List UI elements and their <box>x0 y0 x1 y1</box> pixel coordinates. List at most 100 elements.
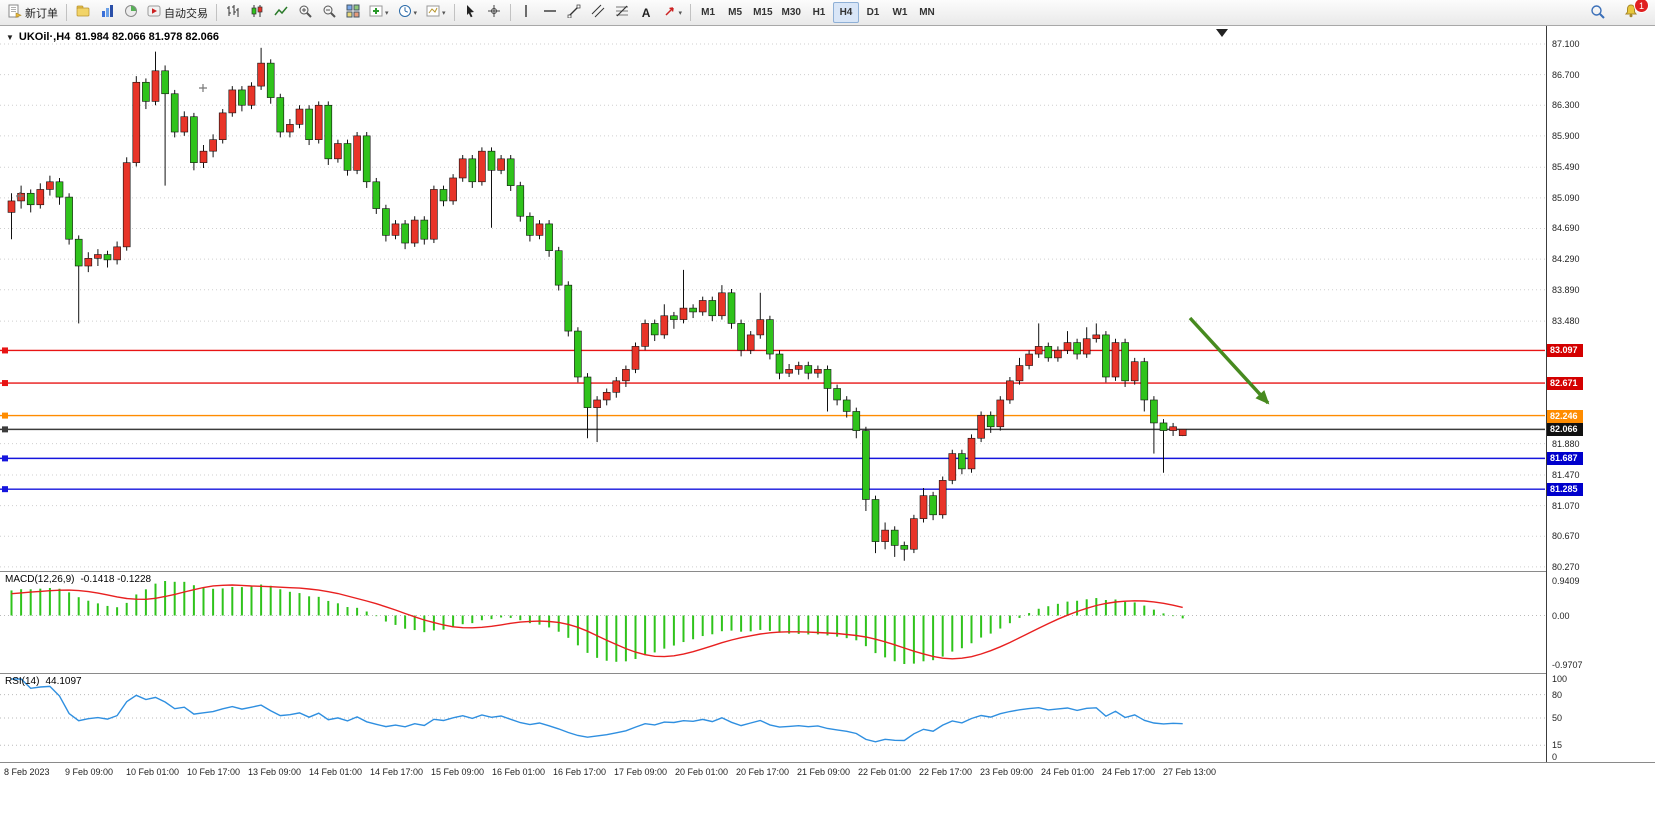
time-axis-label: 21 Feb 09:00 <box>797 767 851 777</box>
price-axis-label: 85.490 <box>1552 162 1580 173</box>
market-watch-button[interactable] <box>95 2 118 23</box>
arrows-tool-button[interactable]: ▾ <box>659 2 687 23</box>
line-chart-icon <box>273 4 288 21</box>
price-axis-label: 87.100 <box>1552 38 1580 49</box>
toolbar-separator <box>66 4 67 21</box>
timeframe-m15[interactable]: M15 <box>753 7 773 18</box>
price-axis-label: 83.890 <box>1552 284 1580 295</box>
vertical-line-tool-button[interactable] <box>515 2 538 23</box>
time-axis-label: 14 Feb 17:00 <box>370 767 424 777</box>
autotrading-button[interactable]: 自动交易 <box>143 2 212 23</box>
profiles-button[interactable] <box>71 2 94 23</box>
templates-button[interactable]: ▾ <box>422 2 450 23</box>
macd-axis-label: 0.9409 <box>1552 576 1580 586</box>
profiles-folder-icon <box>76 4 90 21</box>
rsi-axis-label: 15 <box>1552 740 1563 751</box>
timeframe-d1[interactable]: D1 <box>866 7 880 18</box>
arrow-objects-icon <box>663 4 677 21</box>
autotrading-label: 自动交易 <box>164 7 208 20</box>
timeframe-mn[interactable]: MN <box>919 7 935 18</box>
timeframe-m5[interactable]: M5 <box>728 7 743 18</box>
timeframe-h1[interactable]: H1 <box>812 7 826 18</box>
rsi-pane[interactable] <box>0 674 1545 762</box>
price-tag: 82.671 <box>1547 377 1583 391</box>
line-handle <box>2 347 8 354</box>
macd-axis-label: 0.00 <box>1552 610 1570 621</box>
timeframe-m30[interactable]: M30 <box>781 7 801 18</box>
timeframe-h4[interactable]: H4 <box>832 2 859 23</box>
time-axis-label: 24 Feb 17:00 <box>1102 767 1156 777</box>
trend-arrow <box>1188 316 1270 405</box>
price-axis-label: 81.470 <box>1552 469 1580 480</box>
toolbar: 新订单 自动交易 <box>0 0 1655 26</box>
trend-arrow-head <box>1255 390 1270 405</box>
price-axis[interactable]: 87.100 86.700 86.300 85.900 85.490 85.090 84.6… <box>1546 26 1655 762</box>
collapse-triangle-icon[interactable]: ▼ <box>6 32 14 42</box>
time-axis-label: 23 Feb 09:00 <box>980 767 1034 777</box>
zoom-in-button[interactable] <box>293 2 316 23</box>
market-watch-icon <box>100 4 114 21</box>
price-axis-label: 83.480 <box>1552 316 1580 327</box>
panel-separator[interactable] <box>0 571 1655 572</box>
line-handle <box>2 426 8 433</box>
rsi-label: RSI(14) <box>5 676 40 687</box>
ohlc-bars-button[interactable] <box>221 2 244 23</box>
time-axis[interactable]: 8 Feb 2023 9 Feb 09:00 10 Feb 01:00 10 Feb … <box>0 763 1655 828</box>
search-button[interactable] <box>1586 2 1609 23</box>
timeframe-w1[interactable]: W1 <box>892 7 908 18</box>
macd-label: MACD(12,26,9) <box>5 574 75 585</box>
main-chart-pane[interactable] <box>0 26 1545 571</box>
price-tag: 82.066 <box>1547 423 1583 437</box>
price-axis-label: 81.880 <box>1552 438 1580 449</box>
toolbar-separator <box>509 4 511 21</box>
zoom-in-icon <box>298 4 312 21</box>
crosshair-icon <box>487 4 501 21</box>
price-axis-label: 84.290 <box>1552 254 1580 265</box>
ohlc-bars-icon <box>226 4 240 21</box>
time-axis-label: 22 Feb 01:00 <box>858 767 912 777</box>
horizontal-line-tool-button[interactable] <box>539 2 562 23</box>
price-axis-label: 86.300 <box>1552 100 1580 111</box>
price-axis-label: 85.900 <box>1552 130 1580 141</box>
time-axis-label: 17 Feb 09:00 <box>614 767 668 777</box>
time-axis-label: 20 Feb 01:00 <box>675 767 729 777</box>
trendline-tool-button[interactable] <box>563 2 586 23</box>
text-tool-button[interactable]: A <box>635 2 658 23</box>
macd-pane[interactable] <box>0 572 1545 673</box>
zoom-out-icon <box>322 4 336 21</box>
timeframe-m1[interactable]: M1 <box>701 7 716 18</box>
price-tag: 81.285 <box>1547 483 1583 497</box>
rsi-axis-label: 80 <box>1552 689 1563 700</box>
chart-title-row: ▼ UKOil·,H4 81.984 82.066 81.978 82.066 <box>6 31 219 43</box>
navigator-button[interactable] <box>119 2 142 23</box>
new-order-button[interactable]: 新订单 <box>4 2 62 23</box>
indicators-button[interactable]: ▾ <box>365 2 393 23</box>
fibonacci-tool-button[interactable] <box>611 2 634 23</box>
crosshair-button[interactable] <box>483 2 506 23</box>
tile-windows-button[interactable] <box>341 2 364 23</box>
navigator-icon <box>124 4 138 21</box>
chart-shift-marker <box>1216 29 1228 37</box>
candlestick-icon <box>250 4 264 21</box>
toolbar-separator <box>690 4 692 21</box>
line-handle <box>2 412 8 419</box>
macd-values: -0.1418 -0.1228 <box>80 574 152 585</box>
time-axis-label: 10 Feb 17:00 <box>187 767 241 777</box>
notifications-button[interactable]: 1 <box>1619 0 1649 23</box>
channel-icon <box>591 4 605 21</box>
channel-tool-button[interactable] <box>587 2 610 23</box>
price-axis-label: 84.690 <box>1552 223 1580 234</box>
bell-icon <box>1623 3 1639 22</box>
chevron-down-icon: ▾ <box>442 9 446 17</box>
new-order-icon <box>8 4 22 21</box>
periods-button[interactable]: ▾ <box>394 2 422 23</box>
candlestick-chart-button[interactable] <box>245 2 268 23</box>
time-axis-label: 22 Feb 17:00 <box>919 767 973 777</box>
zoom-out-button[interactable] <box>317 2 340 23</box>
line-handle <box>2 455 8 462</box>
cursor-button[interactable] <box>459 2 482 23</box>
time-axis-label: 27 Feb 13:00 <box>1163 767 1217 777</box>
line-chart-button[interactable] <box>269 2 292 23</box>
time-axis-label: 16 Feb 17:00 <box>553 767 607 777</box>
panel-separator[interactable] <box>0 673 1655 674</box>
